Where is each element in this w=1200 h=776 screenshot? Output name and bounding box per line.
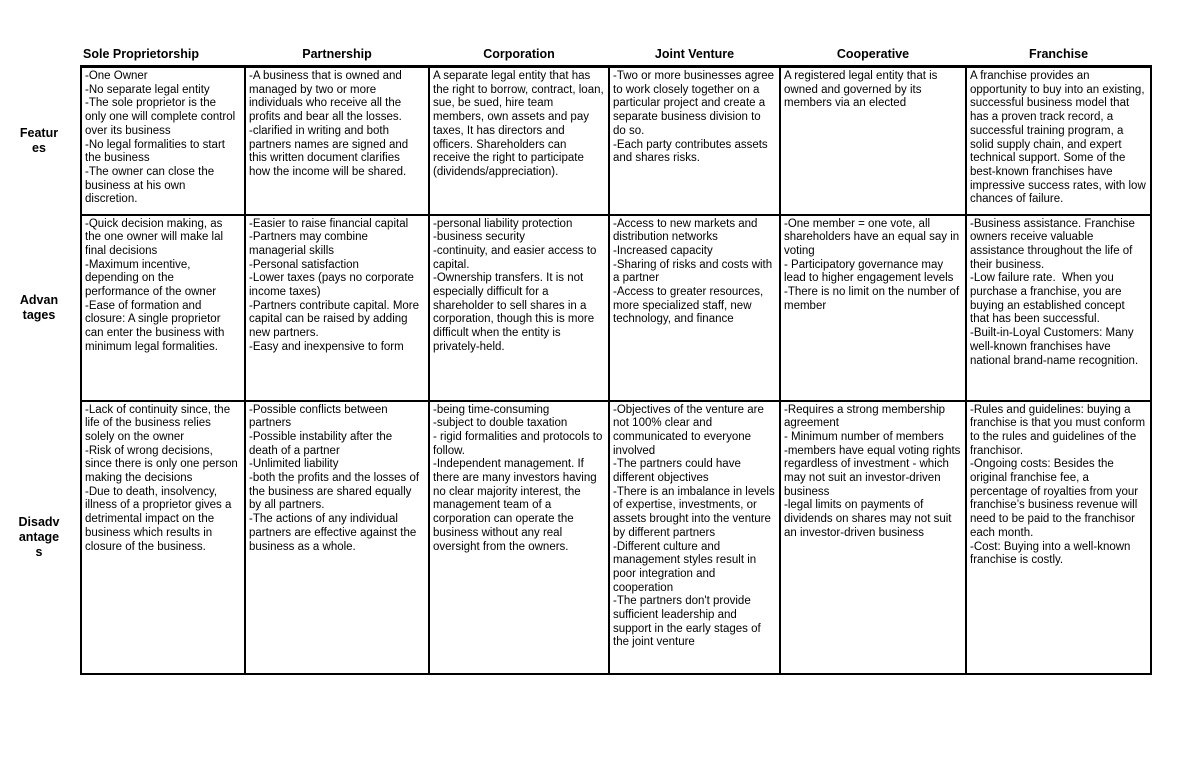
cell-features-corporation: A separate legal entity that has the rig… <box>428 65 610 216</box>
column-header-partnership: Partnership <box>302 47 372 61</box>
column-header-joint-venture: Joint Venture <box>654 47 735 61</box>
column-header-corporation: Corporation <box>483 47 555 61</box>
row-label-features: Featur es <box>19 125 59 155</box>
business-structure-comparison-table: Sole Proprietorship Partnership Corporat… <box>0 47 1152 675</box>
table-row-advantages: Advan tages -Quick decision making, as t… <box>0 213 1152 402</box>
cell-features-franchise: A franchise provides an opportunity to b… <box>965 65 1152 216</box>
cell-advantages-joint-venture: -Access to new markets and distribution … <box>608 213 781 402</box>
cell-features-cooperative: A registered legal entity that is owned … <box>779 65 967 216</box>
cell-features-joint-venture: -Two or more businesses agree to work cl… <box>608 65 781 216</box>
column-header-franchise: Franchise <box>1028 47 1089 61</box>
column-header-sole-proprietorship: Sole Proprietorship <box>83 47 199 61</box>
cell-advantages-partnership: -Easier to raise financial capital -Part… <box>244 213 430 402</box>
cell-features-sole-proprietorship: -One Owner -No separate legal entity -Th… <box>80 65 246 216</box>
table-row-disadvantages: Disadv antage s -Lack of continuity sinc… <box>0 399 1152 675</box>
column-header-cooperative: Cooperative <box>836 47 910 61</box>
cell-advantages-sole-proprietorship: -Quick decision making, as the one owner… <box>80 213 246 402</box>
row-label-disadvantages: Disadv antage s <box>18 514 60 559</box>
cell-advantages-corporation: -personal liability protection -business… <box>428 213 610 402</box>
cell-advantages-cooperative: -One member = one vote, all shareholders… <box>779 213 967 402</box>
cell-disadvantages-partnership: -Possible conflicts between partners -Po… <box>244 399 430 675</box>
cell-disadvantages-cooperative: -Requires a strong membership agreement … <box>779 399 967 675</box>
table-row-features: Featur es -One Owner -No separate legal … <box>0 65 1152 216</box>
document-page: Sole Proprietorship Partnership Corporat… <box>0 47 1152 675</box>
cell-disadvantages-sole-proprietorship: -Lack of continuity since, the life of t… <box>80 399 246 675</box>
table-header-row: Sole Proprietorship Partnership Corporat… <box>0 47 1151 67</box>
row-label-advantages: Advan tages <box>19 292 59 322</box>
cell-advantages-franchise: -Business assistance. Franchise owners r… <box>965 213 1152 402</box>
cell-features-partnership: -A business that is owned and managed by… <box>244 65 430 216</box>
header-gutter-cell <box>0 47 81 67</box>
cell-disadvantages-corporation: -being time-consuming -subject to double… <box>428 399 610 675</box>
cell-disadvantages-franchise: -Rules and guidelines: buying a franchis… <box>965 399 1152 675</box>
cell-disadvantages-joint-venture: -Objectives of the venture are not 100% … <box>608 399 781 675</box>
